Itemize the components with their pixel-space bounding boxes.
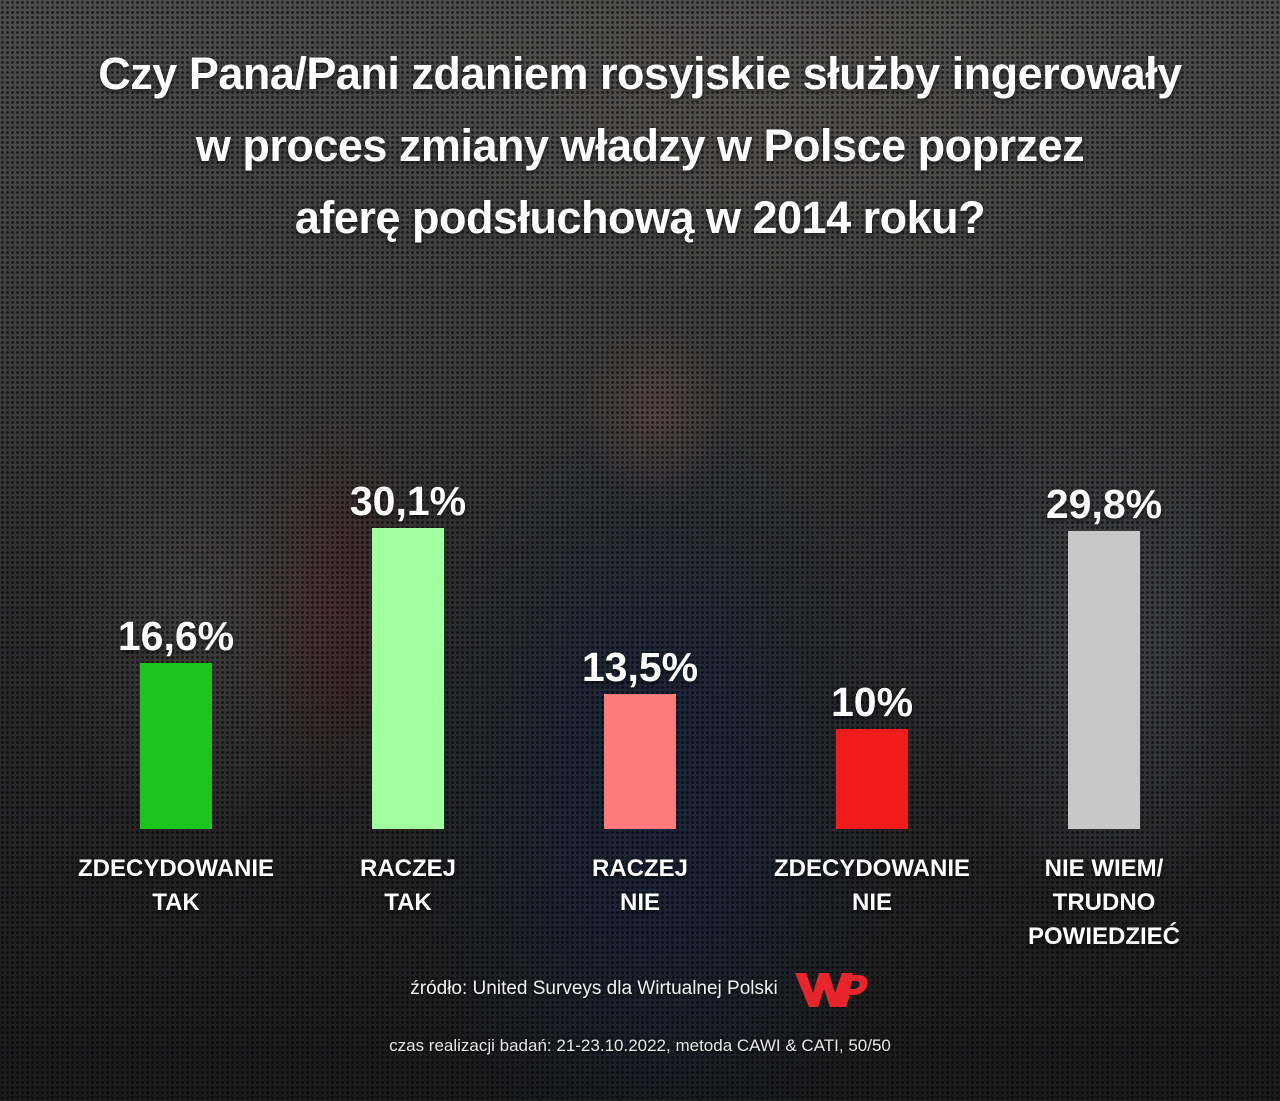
category-label-2: RACZEJ TAK (278, 852, 538, 920)
source-row: źródło: United Surveys dla Wirtualnej Po… (0, 966, 1280, 1012)
value-label-3: 13,5% (581, 644, 699, 690)
category-label-2-line-2: TAK (384, 889, 432, 916)
value-label-2: 30,1% (349, 478, 467, 524)
category-label-4: ZDECYDOWANIE NIE (742, 852, 1002, 920)
wp-logo (794, 973, 868, 1007)
bar-3 (604, 694, 676, 829)
category-label-2-line-1: RACZEJ (359, 855, 456, 882)
wp-logo-p-mark (838, 975, 868, 1007)
title-line-1: Czy Pana/Pani zdaniem rosyjskie służby i… (98, 48, 1182, 99)
title-line-2: w proces zmiany władzy w Polsce poprzez (195, 120, 1085, 171)
category-label-1: ZDECYDOWANIE TAK (46, 852, 306, 920)
bar-2 (372, 528, 444, 829)
bar-1 (140, 663, 212, 829)
category-label-3-line-2: NIE (619, 889, 660, 916)
category-label-3: RACZEJ NIE (510, 852, 770, 920)
value-label-5: 29,8% (1045, 481, 1163, 527)
category-label-5-line-1: NIE WIEM/ (1044, 855, 1164, 882)
method-text: czas realizacji badań: 21-23.10.2022, me… (389, 1036, 891, 1055)
category-label-3-line-1: RACZEJ (591, 855, 688, 882)
source-text: źródło: United Surveys dla Wirtualnej Po… (410, 978, 778, 999)
category-label-1-line-2: TAK (152, 889, 200, 916)
category-label-1-line-1: ZDECYDOWANIE (77, 855, 274, 882)
value-label-4: 10% (830, 679, 914, 725)
wp-logo-w-mark (794, 973, 853, 1007)
chart-title: Czy Pana/Pani zdaniem rosyjskie służby i… (0, 38, 1280, 254)
category-label-4-line-1: ZDECYDOWANIE (773, 855, 970, 882)
category-label-4-line-2: NIE (851, 889, 892, 916)
category-label-5-line-2: TRUDNO POWIEDZIEĆ (1027, 889, 1180, 950)
category-label-5: NIE WIEM/TRUDNO POWIEDZIEĆ (974, 852, 1234, 954)
value-label-1: 16,6% (117, 613, 235, 659)
bar-5 (1068, 531, 1140, 829)
title-line-3: aferę podsłuchową w 2014 roku? (294, 192, 986, 243)
bar-4 (836, 729, 908, 829)
